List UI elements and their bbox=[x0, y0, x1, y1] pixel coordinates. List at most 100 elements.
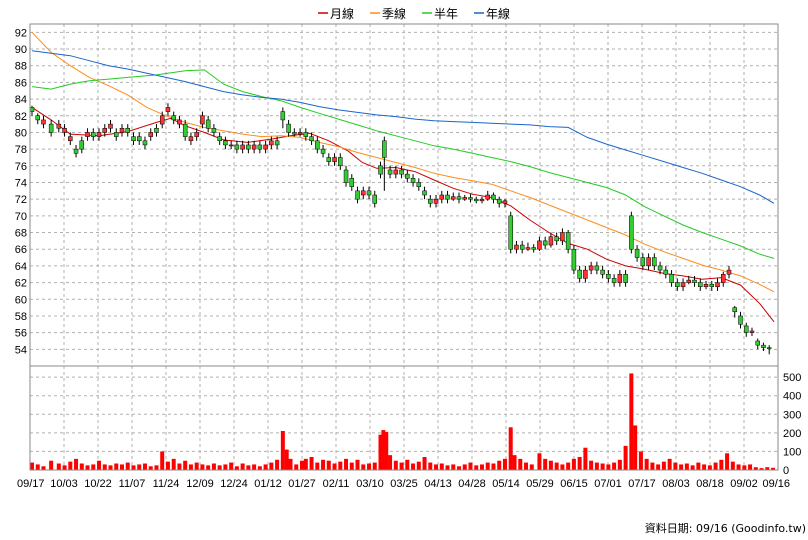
volume-bar bbox=[393, 460, 398, 470]
volume-tick-label: 0 bbox=[783, 465, 789, 477]
volume-bar bbox=[102, 464, 107, 470]
volume-bar bbox=[661, 461, 666, 470]
price-tick-label: 74 bbox=[15, 177, 27, 189]
price-tick-label: 66 bbox=[15, 244, 27, 256]
volume-bar bbox=[736, 464, 741, 470]
volume-bar bbox=[485, 462, 490, 470]
candle-body bbox=[188, 136, 194, 142]
volume-bar bbox=[194, 462, 199, 470]
candle-body bbox=[182, 123, 188, 137]
candle-body bbox=[537, 240, 542, 250]
candle-body bbox=[422, 190, 427, 196]
date-tick-label: 07/01 bbox=[594, 478, 622, 490]
candle-body bbox=[194, 132, 199, 137]
volume-bar bbox=[154, 465, 159, 470]
candle-body bbox=[177, 119, 182, 125]
volume-bar bbox=[650, 462, 655, 470]
candle-body bbox=[399, 169, 404, 175]
legend-label-0: 月線 bbox=[330, 6, 354, 21]
candle-body bbox=[62, 128, 67, 133]
volume-bar bbox=[468, 462, 473, 470]
candle-body bbox=[709, 284, 715, 288]
candle-body bbox=[269, 140, 274, 146]
volume-bar bbox=[529, 464, 534, 470]
volume-bar bbox=[246, 465, 251, 470]
price-tick-label: 56 bbox=[15, 328, 27, 340]
candle-body bbox=[366, 190, 372, 196]
volume-bar bbox=[367, 463, 372, 470]
legend: 月線 季線 半年 年線 bbox=[318, 6, 510, 21]
volume-bar bbox=[114, 463, 119, 470]
date-tick-label: 07/17 bbox=[628, 478, 656, 490]
candle-body bbox=[48, 123, 54, 133]
candle-body bbox=[732, 307, 737, 313]
volume-bar bbox=[188, 464, 193, 470]
candle-body bbox=[205, 119, 211, 129]
volume-bar bbox=[35, 464, 40, 470]
volume-bar bbox=[748, 464, 753, 470]
candle-body bbox=[634, 248, 640, 258]
candle-body bbox=[755, 340, 760, 346]
volume-bar bbox=[600, 463, 605, 470]
price-tick-label: 90 bbox=[15, 44, 27, 56]
candle-body bbox=[29, 107, 35, 112]
candle-body bbox=[738, 315, 743, 325]
candle-body bbox=[577, 269, 582, 279]
volume-bar bbox=[378, 434, 383, 470]
candle-body bbox=[462, 197, 468, 200]
volume-bar bbox=[294, 464, 299, 470]
candle-body bbox=[508, 215, 513, 250]
volume-bar bbox=[384, 431, 389, 470]
volume-bar bbox=[372, 462, 377, 470]
price-tick-label: 68 bbox=[15, 228, 27, 240]
volume-bar bbox=[518, 458, 523, 470]
volume-bar bbox=[684, 463, 689, 470]
volume-bar bbox=[524, 462, 529, 470]
date-tick-label: 12/09 bbox=[186, 478, 214, 490]
volume-bar bbox=[554, 462, 559, 470]
candle-body bbox=[721, 273, 726, 283]
date-tick-label: 10/22 bbox=[84, 478, 112, 490]
volume-tick-label: 300 bbox=[783, 409, 801, 421]
volume-bar bbox=[543, 458, 548, 470]
candle-body bbox=[416, 182, 422, 187]
volume-bar bbox=[445, 465, 450, 470]
volume-bar bbox=[730, 461, 735, 470]
candle-body bbox=[468, 197, 473, 200]
candle-body bbox=[514, 244, 519, 250]
candle-body bbox=[372, 194, 378, 204]
candle-body bbox=[766, 347, 772, 349]
price-tick-label: 72 bbox=[15, 194, 27, 206]
candle-body bbox=[257, 144, 263, 150]
candle-body bbox=[217, 136, 222, 142]
volume-bar bbox=[771, 467, 776, 470]
candle-body bbox=[445, 194, 450, 200]
volume-bar bbox=[234, 466, 239, 470]
volume-bar bbox=[381, 430, 386, 470]
date-tick-label: 09/17 bbox=[17, 478, 45, 490]
candle-body bbox=[588, 265, 594, 271]
date-tick-label: 04/13 bbox=[424, 478, 452, 490]
candle-body bbox=[119, 128, 125, 133]
price-tick-label: 60 bbox=[15, 294, 27, 306]
candle-body bbox=[297, 132, 303, 135]
date-tick-label: 05/29 bbox=[526, 478, 554, 490]
volume-bars bbox=[30, 373, 776, 470]
volume-bar bbox=[108, 465, 113, 470]
date-tick-label: 08/03 bbox=[662, 478, 690, 490]
volume-bar bbox=[62, 465, 67, 470]
volume-bar bbox=[41, 466, 46, 470]
candle-body bbox=[343, 169, 349, 183]
candle-body bbox=[142, 140, 148, 146]
candle-body bbox=[531, 247, 536, 250]
volume-bar bbox=[85, 465, 90, 470]
volume-bar bbox=[474, 465, 479, 470]
price-axis: 54 56 58 60 62 64 66 68 70 72 74 76 78 80 82 84 86 88 90 92 bbox=[15, 27, 27, 356]
volume-bar bbox=[74, 458, 79, 470]
price-tick-label: 70 bbox=[15, 211, 27, 223]
candle-body bbox=[96, 132, 102, 137]
volume-bar bbox=[707, 465, 712, 470]
volume-bar bbox=[606, 464, 611, 470]
candle-body bbox=[703, 284, 709, 288]
